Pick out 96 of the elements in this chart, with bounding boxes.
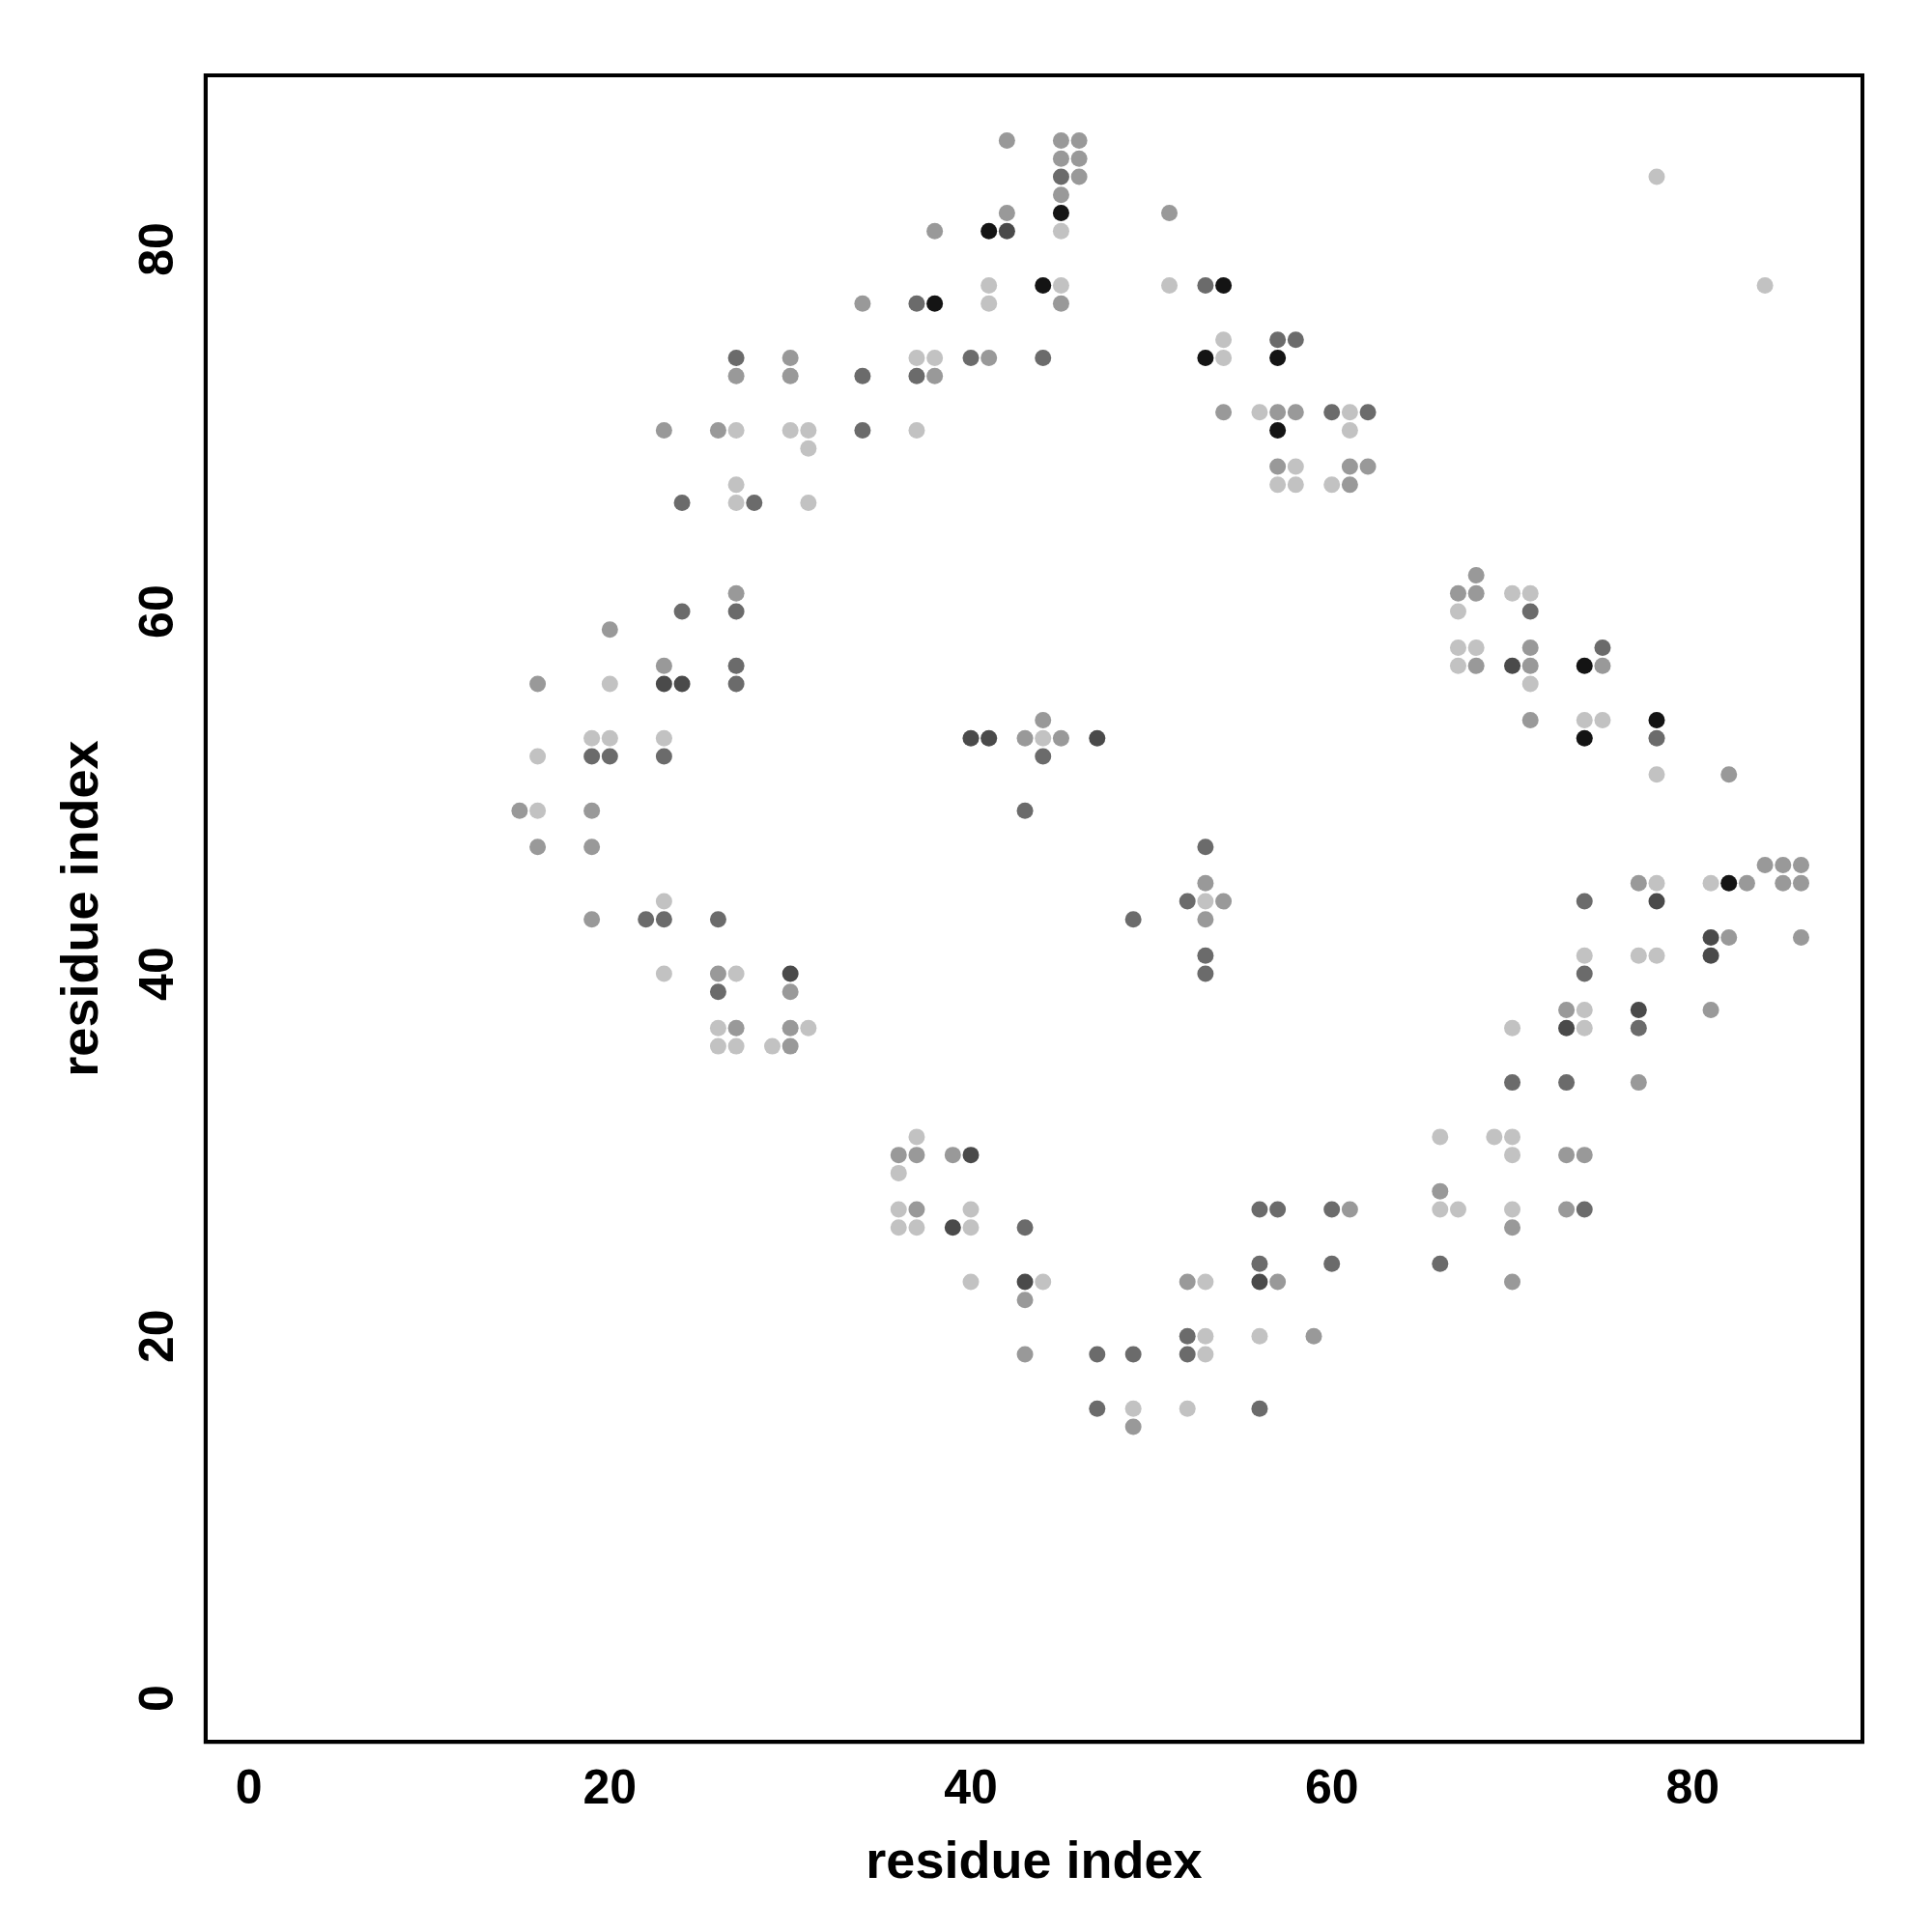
- point: [781, 965, 799, 982]
- point: [1251, 1201, 1268, 1218]
- point: [727, 350, 745, 367]
- point: [673, 675, 691, 693]
- y-axis-title: residue index: [50, 740, 109, 1077]
- point: [1197, 947, 1214, 964]
- point: [1035, 350, 1052, 367]
- point: [998, 222, 1015, 240]
- point: [926, 295, 944, 312]
- point: [1558, 1074, 1576, 1092]
- point: [1269, 422, 1287, 440]
- point: [1630, 1002, 1647, 1019]
- point: [638, 911, 655, 928]
- point: [1630, 1019, 1647, 1037]
- point: [1648, 893, 1665, 910]
- point: [746, 495, 763, 512]
- point: [1359, 404, 1377, 421]
- point: [1323, 1201, 1341, 1218]
- point: [1179, 1346, 1196, 1363]
- point: [655, 911, 672, 928]
- x-tick-label: 80: [1665, 1759, 1720, 1814]
- y-tick-label: 40: [128, 947, 184, 1001]
- point: [980, 729, 998, 747]
- point: [1702, 947, 1719, 964]
- point: [1052, 168, 1069, 185]
- point: [1089, 729, 1106, 747]
- point: [1124, 1346, 1142, 1363]
- point: [1720, 874, 1738, 892]
- x-axis-title: residue index: [866, 1831, 1203, 1889]
- point: [1089, 1400, 1106, 1417]
- y-tick-label: 20: [128, 1309, 184, 1363]
- point: [1702, 929, 1719, 947]
- point: [908, 367, 925, 384]
- point: [1648, 729, 1665, 747]
- point: [1576, 1201, 1593, 1218]
- point: [1269, 350, 1287, 367]
- point: [1179, 1327, 1196, 1345]
- point: [1576, 893, 1593, 910]
- point: [1576, 657, 1593, 674]
- point: [1287, 331, 1304, 349]
- point: [601, 748, 618, 765]
- y-tick-label: 60: [128, 584, 184, 639]
- point: [1251, 1400, 1268, 1417]
- point: [1504, 657, 1521, 674]
- point: [709, 983, 726, 1001]
- point: [727, 657, 745, 674]
- x-tick-label: 40: [944, 1759, 998, 1814]
- x-tick-label: 20: [582, 1759, 638, 1814]
- point: [727, 603, 745, 620]
- point: [1269, 331, 1287, 349]
- y-tick-label: 80: [128, 222, 184, 276]
- point: [673, 603, 691, 620]
- point: [1197, 350, 1214, 367]
- point: [854, 422, 871, 440]
- point: [673, 495, 691, 512]
- point: [1594, 639, 1611, 657]
- point: [1576, 729, 1593, 747]
- point: [1197, 838, 1214, 856]
- point: [1124, 911, 1142, 928]
- point: [1432, 1255, 1449, 1272]
- point: [1648, 712, 1665, 729]
- point: [908, 295, 925, 312]
- point: [1052, 205, 1069, 222]
- point: [1251, 1255, 1268, 1272]
- y-tick-label: 0: [128, 1685, 184, 1713]
- x-tick-label: 0: [235, 1759, 263, 1814]
- point: [655, 748, 672, 765]
- point: [962, 729, 980, 747]
- point: [962, 350, 980, 367]
- point: [1035, 748, 1052, 765]
- point: [1521, 603, 1539, 620]
- point: [1035, 277, 1052, 295]
- point: [1016, 1219, 1034, 1236]
- point: [1251, 1273, 1268, 1291]
- point: [1323, 1255, 1341, 1272]
- point: [1179, 893, 1196, 910]
- point: [1016, 1273, 1034, 1291]
- point: [854, 367, 871, 384]
- point: [1197, 277, 1214, 295]
- point: [1576, 965, 1593, 982]
- point: [962, 1147, 980, 1164]
- point: [1323, 404, 1341, 421]
- point: [1197, 965, 1214, 982]
- point: [727, 675, 745, 693]
- point: [709, 911, 726, 928]
- point: [944, 1219, 961, 1236]
- point: [1504, 1074, 1521, 1092]
- point: [980, 222, 998, 240]
- point: [1089, 1346, 1106, 1363]
- point: [1269, 1201, 1287, 1218]
- point: [583, 748, 601, 765]
- point: [1558, 1019, 1576, 1037]
- point: [655, 675, 672, 693]
- x-tick-label: 60: [1304, 1759, 1359, 1814]
- point: [1215, 277, 1233, 295]
- point: [1016, 802, 1034, 819]
